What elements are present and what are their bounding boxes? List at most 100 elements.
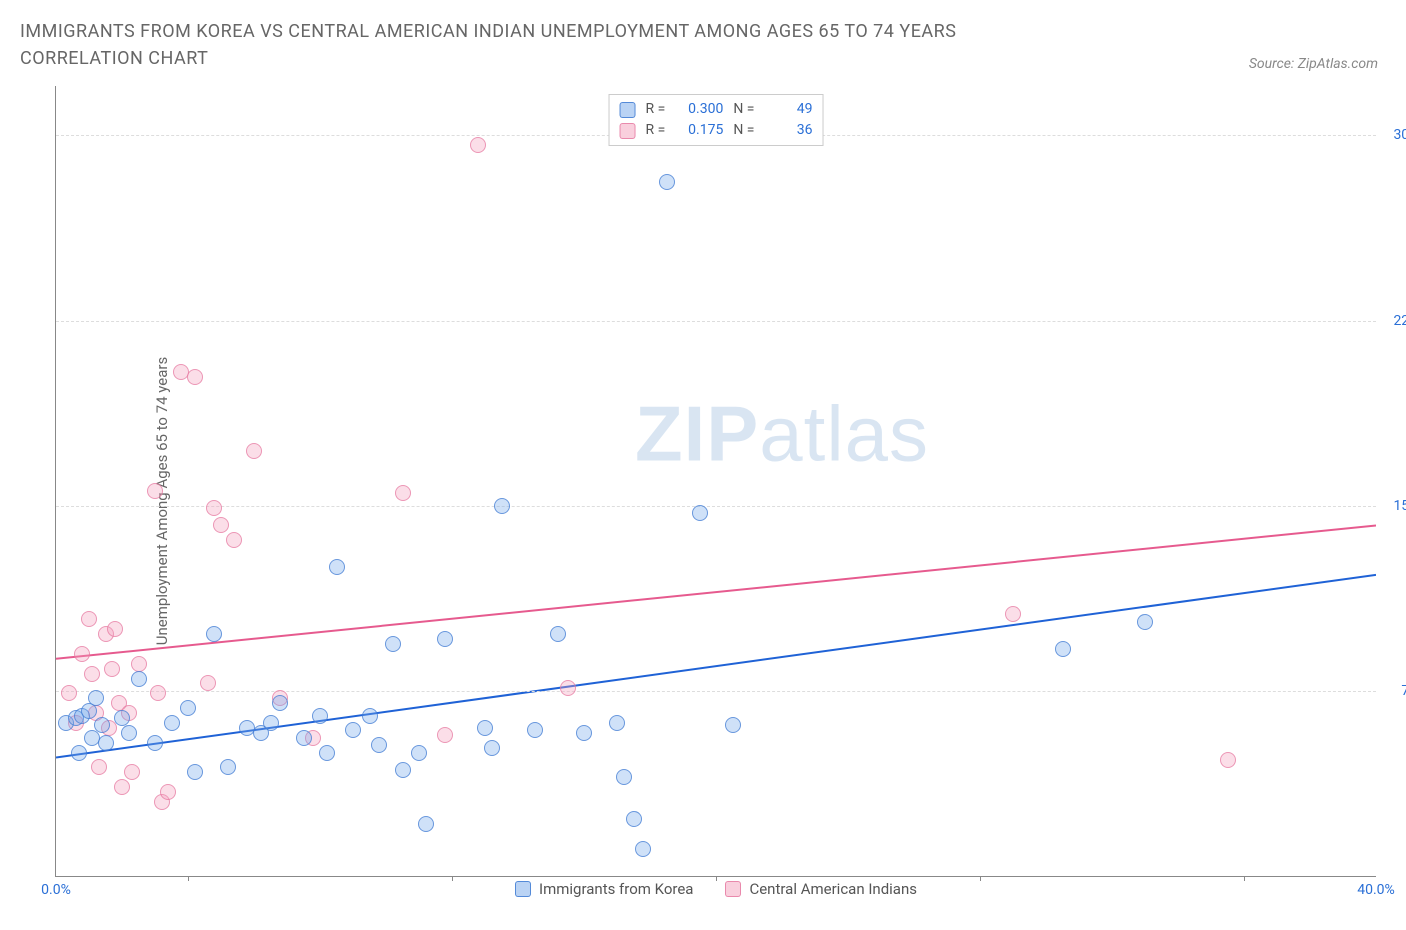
series-legend: Immigrants from Korea Central American I… — [515, 880, 917, 898]
data-point — [147, 483, 163, 499]
n-value-blue: 49 — [764, 99, 812, 120]
data-point — [187, 369, 203, 385]
data-point — [1055, 641, 1071, 657]
data-point — [84, 666, 100, 682]
gridline — [56, 321, 1376, 322]
source-label: Source: ZipAtlas.com — [1249, 56, 1378, 72]
data-point — [345, 722, 361, 738]
r-label: R = — [646, 120, 666, 141]
data-point — [477, 720, 493, 736]
data-point — [395, 485, 411, 501]
data-point — [121, 725, 137, 741]
gridline — [56, 506, 1376, 507]
y-tick-label: 7.5% — [1381, 683, 1406, 699]
data-point — [147, 735, 163, 751]
data-point — [527, 722, 543, 738]
data-point — [1137, 614, 1153, 630]
x-tick-mark — [452, 876, 453, 881]
data-point — [74, 646, 90, 662]
x-tick-mark — [188, 876, 189, 881]
swatch-blue-icon — [620, 102, 636, 118]
legend-item-blue: Immigrants from Korea — [515, 880, 693, 898]
data-point — [131, 671, 147, 687]
watermark-zip: ZIP — [635, 389, 759, 477]
data-point — [312, 708, 328, 724]
data-point — [91, 759, 107, 775]
x-tick-label: 0.0% — [41, 882, 71, 898]
data-point — [692, 505, 708, 521]
data-point — [626, 811, 642, 827]
data-point — [206, 500, 222, 516]
watermark-atlas: atlas — [759, 389, 929, 477]
data-point — [635, 841, 651, 857]
stats-legend: R = 0.300 N = 49 R = 0.175 N = 36 — [609, 94, 824, 146]
data-point — [94, 717, 110, 733]
data-point — [246, 443, 262, 459]
data-point — [395, 762, 411, 778]
r-label: R = — [646, 99, 666, 120]
legend-label-blue: Immigrants from Korea — [539, 880, 693, 898]
data-point — [104, 661, 120, 677]
data-point — [418, 816, 434, 832]
x-tick-label: 40.0% — [1357, 882, 1395, 898]
data-point — [150, 685, 166, 701]
x-tick-mark — [716, 876, 717, 881]
data-point — [131, 656, 147, 672]
data-point — [484, 740, 500, 756]
data-point — [362, 708, 378, 724]
swatch-pink-icon — [725, 881, 741, 897]
data-point — [98, 735, 114, 751]
data-point — [180, 700, 196, 716]
data-point — [88, 690, 104, 706]
data-point — [114, 779, 130, 795]
data-point — [206, 626, 222, 642]
data-point — [437, 631, 453, 647]
data-point — [263, 715, 279, 731]
data-point — [187, 764, 203, 780]
data-point — [71, 745, 87, 761]
data-point — [272, 695, 288, 711]
data-point — [411, 745, 427, 761]
data-point — [609, 715, 625, 731]
data-point — [81, 611, 97, 627]
n-label: N = — [733, 99, 754, 120]
y-tick-label: 30.0% — [1381, 127, 1406, 143]
data-point — [124, 764, 140, 780]
data-point — [61, 685, 77, 701]
data-point — [114, 710, 130, 726]
x-tick-mark — [980, 876, 981, 881]
data-point — [226, 532, 242, 548]
legend-item-pink: Central American Indians — [725, 880, 917, 898]
data-point — [329, 559, 345, 575]
header: IMMIGRANTS FROM KOREA VS CENTRAL AMERICA… — [0, 0, 1406, 76]
data-point — [725, 717, 741, 733]
data-point — [296, 730, 312, 746]
y-tick-label: 15.0% — [1381, 498, 1406, 514]
data-point — [1220, 752, 1236, 768]
x-tick-mark — [1244, 876, 1245, 881]
gridline — [56, 691, 1376, 692]
data-point — [470, 137, 486, 153]
y-tick-label: 22.5% — [1381, 313, 1406, 329]
plot-area: R = 0.300 N = 49 R = 0.175 N = 36 ZIPatl… — [55, 86, 1376, 877]
trend-line — [56, 525, 1376, 658]
data-point — [213, 517, 229, 533]
stats-row-pink: R = 0.175 N = 36 — [620, 120, 813, 141]
data-point — [319, 745, 335, 761]
n-value-pink: 36 — [764, 120, 812, 141]
r-value-blue: 0.300 — [675, 99, 723, 120]
legend-label-pink: Central American Indians — [749, 880, 917, 898]
chart-title: IMMIGRANTS FROM KOREA VS CENTRAL AMERICA… — [20, 18, 1070, 72]
data-point — [164, 715, 180, 731]
data-point — [659, 174, 675, 190]
r-value-pink: 0.175 — [675, 120, 723, 141]
data-point — [550, 626, 566, 642]
data-point — [107, 621, 123, 637]
data-point — [371, 737, 387, 753]
data-point — [560, 680, 576, 696]
data-point — [220, 759, 236, 775]
watermark: ZIPatlas — [635, 388, 929, 479]
swatch-pink-icon — [620, 123, 636, 139]
trend-lines — [56, 86, 1376, 876]
stats-row-blue: R = 0.300 N = 49 — [620, 99, 813, 120]
